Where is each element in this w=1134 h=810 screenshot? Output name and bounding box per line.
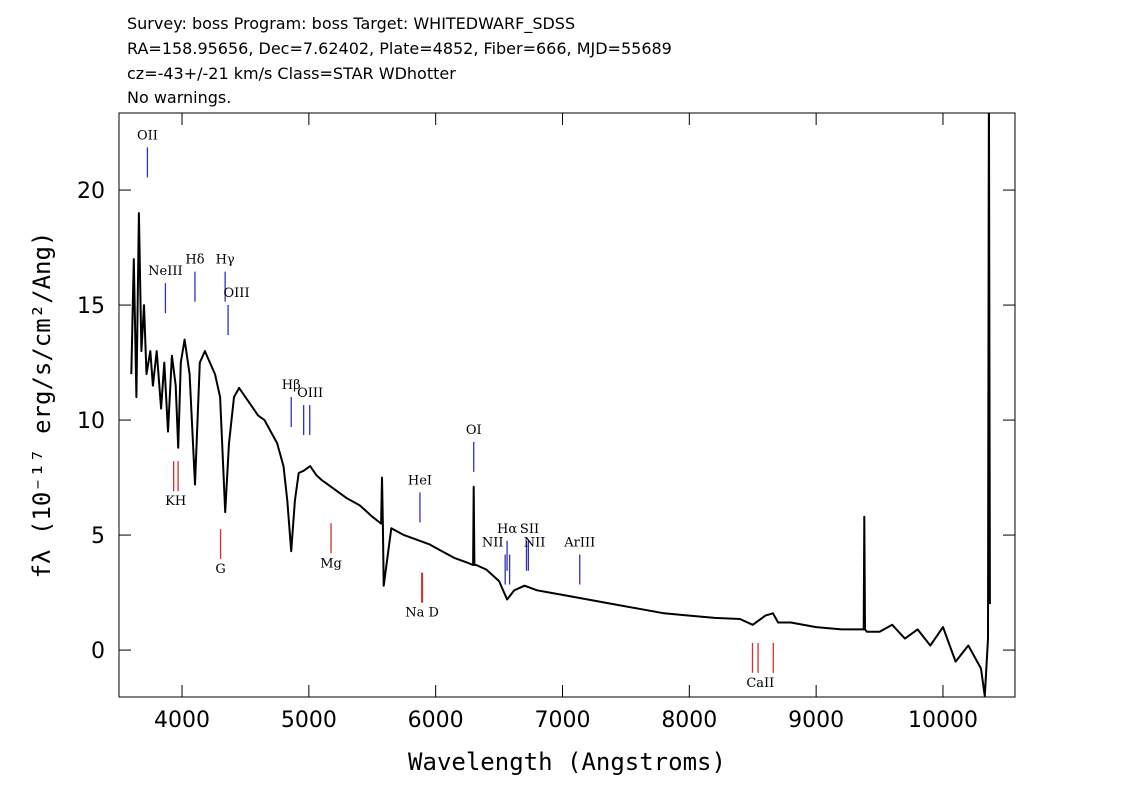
- x-tick-label: 6000: [408, 708, 464, 733]
- line-label: ArIII: [563, 536, 595, 551]
- y-tick-label: 0: [91, 639, 105, 664]
- line-label: HeI: [408, 473, 432, 488]
- x-tick-label: 8000: [661, 708, 717, 733]
- x-tick-label: 9000: [788, 708, 844, 733]
- line-label: Hβ: [282, 378, 301, 393]
- header-line: Survey: boss Program: boss Target: WHITE…: [127, 14, 575, 34]
- x-tick-label: 4000: [154, 708, 210, 733]
- header-line: No warnings.: [127, 88, 231, 107]
- line-label: OIII: [224, 286, 250, 301]
- line-label: NII: [524, 536, 546, 551]
- x-tick-label: 7000: [534, 708, 590, 733]
- header-line: cz=-43+/-21 km/s Class=STAR WDhotter: [127, 64, 456, 83]
- x-axis-label: Wavelength (Angstroms): [408, 748, 726, 776]
- line-label: OIII: [297, 386, 323, 401]
- line-label: Hδ: [185, 253, 204, 268]
- y-tick-label: 10: [77, 409, 105, 434]
- line-label: CaII: [746, 676, 774, 691]
- y-tick-label: 5: [91, 524, 105, 549]
- spectrum-line: [130, 113, 991, 697]
- line-label: NeIII: [148, 264, 182, 279]
- line-label: Mg: [320, 556, 342, 571]
- line-label: G: [215, 562, 225, 577]
- line-label: OI: [466, 423, 482, 438]
- x-tick-label: 10000: [908, 708, 978, 733]
- plot-frame: [118, 112, 1016, 698]
- line-label: NII: [482, 536, 504, 551]
- line-label: KH: [165, 494, 186, 509]
- header-line: RA=158.95656, Dec=7.62402, Plate=4852, F…: [127, 39, 672, 58]
- line-label: Na D: [405, 606, 439, 621]
- line-label: OII: [137, 128, 158, 143]
- line-label: Hα: [497, 522, 517, 537]
- y-tick-label: 15: [77, 294, 105, 319]
- x-tick-label: 5000: [281, 708, 337, 733]
- line-label: SII: [520, 522, 539, 537]
- y-tick-label: 20: [77, 179, 105, 204]
- y-axis-label: fλ (10⁻¹⁷ erg/s/cm²/Ang): [28, 232, 56, 579]
- line-label: Hγ: [216, 253, 235, 268]
